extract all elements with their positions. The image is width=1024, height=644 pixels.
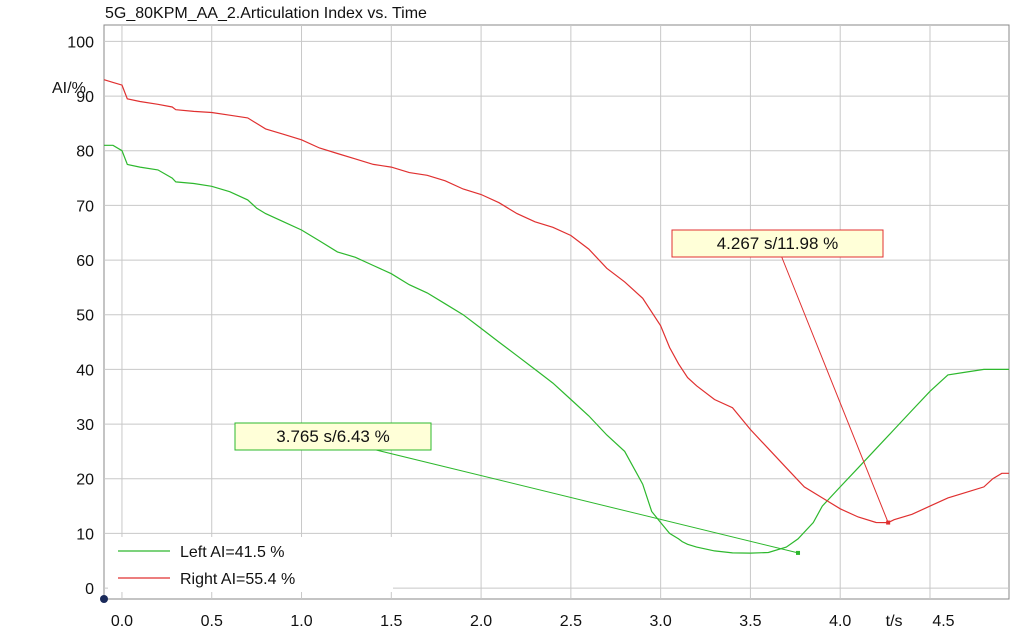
x-tick-label: 2.5 [560,613,582,630]
annotation-leader-0 [376,449,799,554]
x-tick-label: 2.0 [470,613,492,630]
y-tick-label: 100 [67,34,94,51]
x-tick-label: 3.0 [650,613,672,630]
annotation-box-0 [234,422,432,451]
y-axis-label: AI/% [52,80,86,97]
y-tick-label: 60 [76,253,94,270]
x-tick-label: 4.5 [932,613,954,630]
annotation-label-1: 4.267 s/11.98 % [717,234,839,253]
annotation-label-0: 3.765 s/6.43 % [276,427,389,446]
y-tick-label: 90 [76,89,94,106]
x-tick-label: 0.0 [111,613,133,630]
annotation-point-1 [886,520,891,525]
x-axis-label: t/s [886,613,903,630]
annotation-leader-1 [781,256,889,523]
y-tick-label: 20 [76,472,94,489]
legend-entry-1: Right AI=55.4 % [180,571,295,588]
y-tick-label: 0 [85,581,94,598]
legend-box [108,537,393,592]
chart-title: 5G_80KPM_AA_2.Articulation Index vs. Tim… [105,5,427,22]
x-tick-label: 1.0 [290,613,312,630]
x-axis: 0.0 0.5 1.0 1.5 2.0 2.5 3.0 3.5 4.0 4.5 t/s [111,613,955,630]
annotations: 3.765 s/6.43 % 4.267 s/11.98 % [234,229,891,555]
x-tick-label: 3.5 [739,613,761,630]
y-tick-label: 70 [76,198,94,215]
x-tick-label: 1.5 [380,613,402,630]
y-tick-label: 50 [76,308,94,325]
y-tick-label: 10 [76,526,94,543]
y-axis: 0 10 20 30 40 50 60 70 80 90 100 [67,34,94,598]
annotation-point-0 [796,550,801,555]
grid [104,25,1009,599]
x-tick-label: 0.5 [201,613,223,630]
series-group [103,79,1009,554]
legend: Left AI=41.5 % Right AI=55.4 % [108,537,393,592]
y-tick-label: 30 [76,417,94,434]
series-line-0 [104,144,1009,554]
legend-entry-0: Left AI=41.5 % [180,544,285,561]
annotation-box-1 [671,229,884,258]
origin-marker [100,595,108,603]
series-line-1 [103,79,1009,524]
x-tick-label: 4.0 [829,613,851,630]
y-tick-label: 80 [76,144,94,161]
plot-area [103,24,1010,600]
y-tick-label: 40 [76,362,94,379]
